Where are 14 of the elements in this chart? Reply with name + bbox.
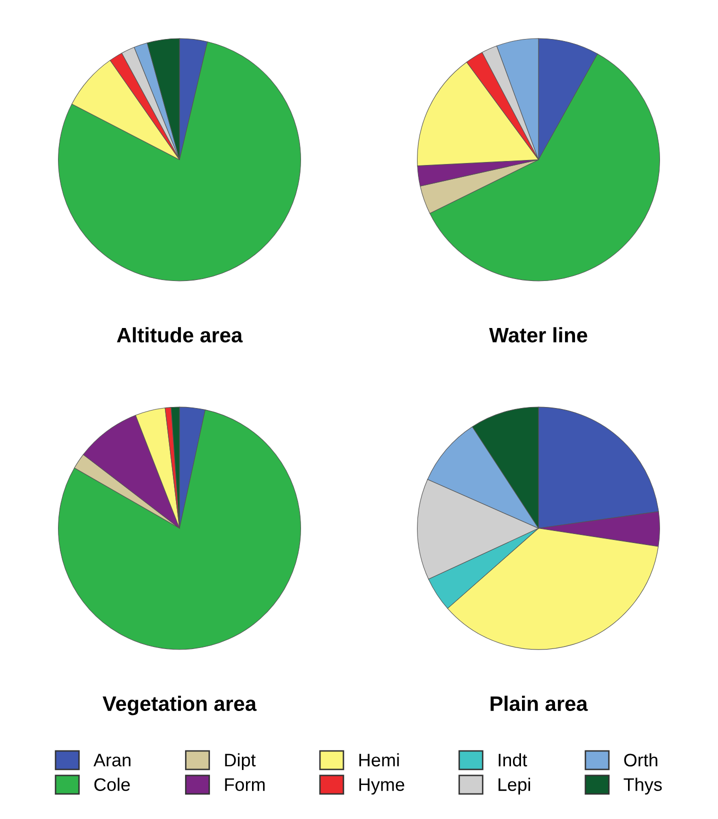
text: Altitude area — [116, 327, 243, 342]
legend-label: Hyme — [359, 778, 404, 795]
text: Vegetation area — [102, 696, 257, 716]
legend-label: Orth — [624, 753, 658, 766]
text: Plain area — [490, 696, 588, 712]
legend-label: Hemi — [359, 753, 399, 766]
legend-label: Lepi — [498, 778, 530, 795]
legend-label: Thys — [624, 778, 662, 795]
legend-label: Form — [225, 778, 265, 791]
legend-label: Cole — [94, 778, 130, 791]
legend-label: Aran — [93, 754, 130, 766]
legend-label: Dipt — [225, 753, 256, 770]
legend-label: Indt — [498, 753, 528, 766]
text: Water line — [489, 327, 588, 342]
